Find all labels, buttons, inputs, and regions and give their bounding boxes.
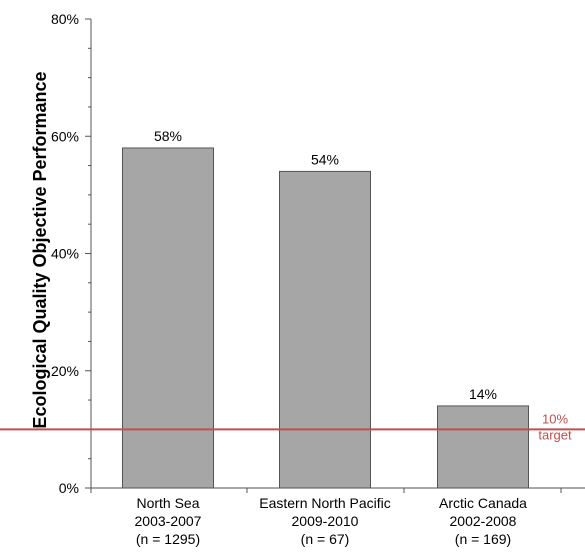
category-label-3-line-3: (n = 169): [455, 531, 511, 547]
bar-1: [122, 147, 214, 489]
bar-data-label-1: 58%: [154, 128, 182, 144]
category-label-3-line-1: Arctic Canada: [439, 495, 527, 511]
bar-data-label-2: 54%: [311, 151, 339, 167]
target-label-line-2: target: [538, 427, 572, 442]
target-layer: 10%target: [0, 411, 585, 442]
category-label-2-line-3: (n = 67): [301, 531, 350, 547]
category-label-2-line-2: 2009-2010: [292, 513, 359, 529]
y-tick-label: 0%: [59, 480, 79, 496]
bar-2: [279, 170, 371, 489]
category-label-1-line-2: 2003-2007: [135, 513, 202, 529]
category-label-2-line-1: Eastern North Pacific: [259, 495, 391, 511]
y-axis-label: Ecological Quality Objective Performance: [30, 71, 50, 428]
category-label-1-line-3: (n = 1295): [136, 531, 200, 547]
y-tick-label: 80%: [51, 11, 79, 27]
target-label-line-1: 10%: [542, 411, 568, 426]
y-axis: 0% 20% 40% 60% 80%: [51, 11, 585, 496]
category-labels: North Sea 2003-2007 (n = 1295) Eastern Nort…: [135, 495, 528, 547]
y-tick-label: 20%: [51, 363, 79, 379]
category-label-3-line-2: 2002-2008: [450, 513, 517, 529]
bar-data-label-3: 14%: [469, 386, 497, 402]
bar-3: [437, 405, 529, 489]
y-tick-label: 60%: [51, 128, 79, 144]
bars-layer: 58% 54% 14%: [122, 128, 529, 489]
category-label-1-line-1: North Sea: [136, 495, 199, 511]
y-tick-label: 40%: [51, 246, 79, 262]
